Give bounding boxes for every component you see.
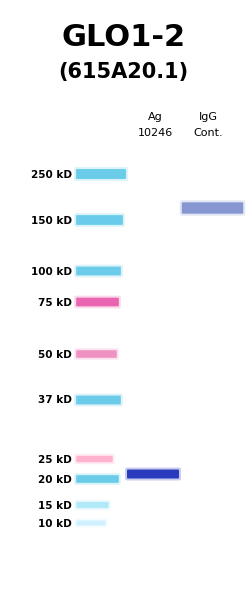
FancyBboxPatch shape	[76, 475, 119, 483]
Text: GLO1-2: GLO1-2	[62, 23, 185, 52]
FancyBboxPatch shape	[182, 202, 243, 214]
FancyBboxPatch shape	[74, 394, 123, 406]
Text: IgG: IgG	[199, 112, 218, 122]
FancyBboxPatch shape	[74, 265, 123, 277]
FancyBboxPatch shape	[76, 169, 126, 179]
Text: 10 kD: 10 kD	[38, 519, 72, 529]
Text: 150 kD: 150 kD	[31, 216, 72, 226]
FancyBboxPatch shape	[76, 298, 119, 307]
Text: 37 kD: 37 kD	[38, 395, 72, 405]
FancyBboxPatch shape	[74, 518, 107, 527]
Text: 15 kD: 15 kD	[38, 501, 72, 511]
FancyBboxPatch shape	[125, 467, 181, 481]
Text: 50 kD: 50 kD	[38, 350, 72, 360]
Text: 250 kD: 250 kD	[31, 170, 72, 180]
FancyBboxPatch shape	[74, 500, 111, 510]
FancyBboxPatch shape	[76, 395, 121, 404]
FancyBboxPatch shape	[180, 200, 245, 215]
FancyBboxPatch shape	[76, 502, 109, 508]
FancyBboxPatch shape	[74, 296, 121, 308]
FancyBboxPatch shape	[74, 348, 119, 360]
FancyBboxPatch shape	[127, 469, 179, 479]
Text: Ag: Ag	[148, 112, 162, 122]
Text: 100 kD: 100 kD	[31, 267, 72, 277]
FancyBboxPatch shape	[76, 350, 117, 358]
Text: (615A20.1): (615A20.1)	[59, 62, 188, 82]
FancyBboxPatch shape	[74, 213, 125, 227]
FancyBboxPatch shape	[74, 454, 115, 464]
FancyBboxPatch shape	[76, 520, 105, 526]
Text: Cont.: Cont.	[193, 128, 223, 138]
Text: 25 kD: 25 kD	[38, 455, 72, 465]
Text: 75 kD: 75 kD	[38, 298, 72, 308]
FancyBboxPatch shape	[76, 266, 121, 275]
FancyBboxPatch shape	[76, 456, 113, 462]
Text: 20 kD: 20 kD	[38, 475, 72, 485]
FancyBboxPatch shape	[74, 167, 128, 181]
Text: 10246: 10246	[137, 128, 173, 138]
FancyBboxPatch shape	[74, 473, 121, 485]
FancyBboxPatch shape	[76, 215, 123, 225]
